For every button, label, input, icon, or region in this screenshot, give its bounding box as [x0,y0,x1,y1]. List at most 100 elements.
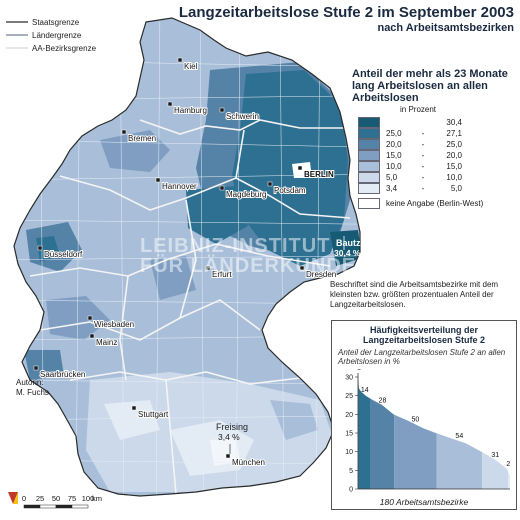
city-name: Schwerin [226,112,259,121]
hist-area-class-2 [370,398,395,489]
hist-ytick-25: 25 [345,393,353,400]
city-mainz: Mainz [89,333,118,348]
hist-count-3: 50 [412,416,420,423]
scale-tick: 25 [36,494,44,503]
hist-ytick-30: 30 [345,375,353,382]
line-legend-state: Staatsgrenze [32,18,80,27]
city-schwerin: Schwerin [219,107,260,122]
scale-tick: 100 [82,494,95,503]
city-name: Wiesbaden [94,320,134,329]
line-legend-samples [6,21,28,49]
legend-low [386,118,416,127]
city-name: Hannover [162,182,197,191]
page-title: Langzeitarbeitslose Stufe 2 im September… [179,4,514,36]
watermark: LEIBNIZ-INSTITUT FÜR LÄNDERKUNDE [140,235,357,277]
histogram-title: Häufigkeitsverteilung der Langzeitarbeit… [362,325,486,345]
scale-tick: 50 [52,494,60,503]
legend-title: Anteil der mehr als 23 Monate lang Arbei… [352,68,508,104]
legend-high: 10,0 [446,173,462,182]
hist-area-class-5 [482,452,509,489]
hist-count-4: 54 [455,433,463,440]
histogram-ylabel: Anteil der Langzeitarbeitslosen Stufe 2 … [338,348,506,366]
hist-count-5: 31 [491,452,499,459]
legend-swatch [358,183,380,194]
legend-nodata: keine Angabe (Berlin-West) [352,198,516,209]
city-potsdam: Potsdam [267,181,307,196]
scale-tick: 75 [68,494,76,503]
city-stuttgart: Stuttgart [131,405,170,420]
city-name: Saarbrücken [40,370,85,379]
legend-swatch [358,161,380,172]
city-saarbrücken: Saarbrücken [33,365,86,380]
city-münchen: München [225,453,266,468]
line-legend: Staatsgrenze Ländergrenze AA-Bezirksgren… [6,16,96,55]
legend-high: 15,0 [446,162,462,171]
city-name: Mainz [96,338,117,347]
scale-bar: 0 25 50 75 100 km [6,490,116,515]
city-name: BERLIN [304,170,334,179]
city-name: München [232,458,265,467]
legend-high: 20,0 [446,151,462,160]
map-note: Beschriftet sind die Arbeitsamtsbezirke … [330,280,499,309]
city-dresden: Dresden [299,265,337,280]
legend-low: 20,0 [386,140,402,149]
histogram-chart: 114285054312051015202530 [345,369,510,494]
city-name: Bremen [128,134,156,143]
city-hamburg: Hamburg [167,101,208,116]
hist-count-0: 1 [357,369,361,372]
legend-high: 30,4 [446,118,462,127]
legend-swatch [358,128,380,139]
legend-swatch [358,172,380,183]
city-erfurt: Erfurt [205,265,233,280]
legend-high: 27,1 [446,129,462,138]
legend-low: 25,0 [386,129,402,138]
legend-high: 5,0 [450,184,462,193]
map-subtitle: nach Arbeitsamtsbezirken [377,22,514,34]
hist-ytick-10: 10 [345,449,353,456]
legend-nodata-swatch [358,198,380,209]
city-bremen: Bremen [121,129,157,144]
hist-area-class-3 [394,414,437,489]
hist-ytick-5: 5 [349,468,353,475]
author: Autorin: M. Fuchs [16,378,49,397]
hist-count-2: 28 [379,397,387,404]
legend-class-0: 30,4 [352,117,516,128]
map-title: Langzeitarbeitslose Stufe 2 im September… [178,4,514,21]
scale-unit: km [92,494,102,503]
north-arrow-icon [8,492,18,504]
legend-class-3: 15,0-20,0 [352,150,516,161]
legend-class-1: 25,0-27,1 [352,128,516,139]
city-name: Erfurt [212,270,232,279]
min-value: 3,4 % [218,432,240,442]
min-name: Freising [216,422,248,432]
city-name: Potsdam [274,186,306,195]
line-legend-district: AA-Bezirksgrenze [32,44,97,53]
legend-swatch [358,150,380,161]
legend-class-2: 20,0-25,0 [352,139,516,150]
city-wiesbaden: Wiesbaden [87,315,135,330]
hist-count-1: 14 [361,387,369,394]
legend-swatch [358,117,380,128]
hist-area-class-4 [436,433,483,489]
city-berlin: BERLIN [297,165,335,180]
hist-ytick-0: 0 [349,487,353,494]
min-annotation: Freising 3,4 % [216,422,248,454]
city-düsseldorf: Düsseldorf [37,245,84,260]
city-name: Stuttgart [138,410,169,419]
legend-unit: in Prozent [400,105,437,114]
city-name: Düsseldorf [44,250,83,259]
legend-class-5: 5,0-10,0 [352,172,516,183]
histogram-panel: Häufigkeitsverteilung der Langzeitarbeit… [331,320,517,510]
hist-ytick-20: 20 [345,412,353,419]
city-hannover: Hannover [155,177,198,192]
legend-swatch [358,139,380,150]
state-boundary [13,17,361,497]
hist-area-class-6 [508,471,510,489]
hist-ytick-15: 15 [345,431,353,438]
histogram-xlabel: 180 Arbeitsamtsbezirke [379,497,469,507]
legend-low: 5,0 [386,173,398,182]
line-legend-land: Ländergrenze [32,31,82,40]
city-name: Kiel [184,62,198,71]
